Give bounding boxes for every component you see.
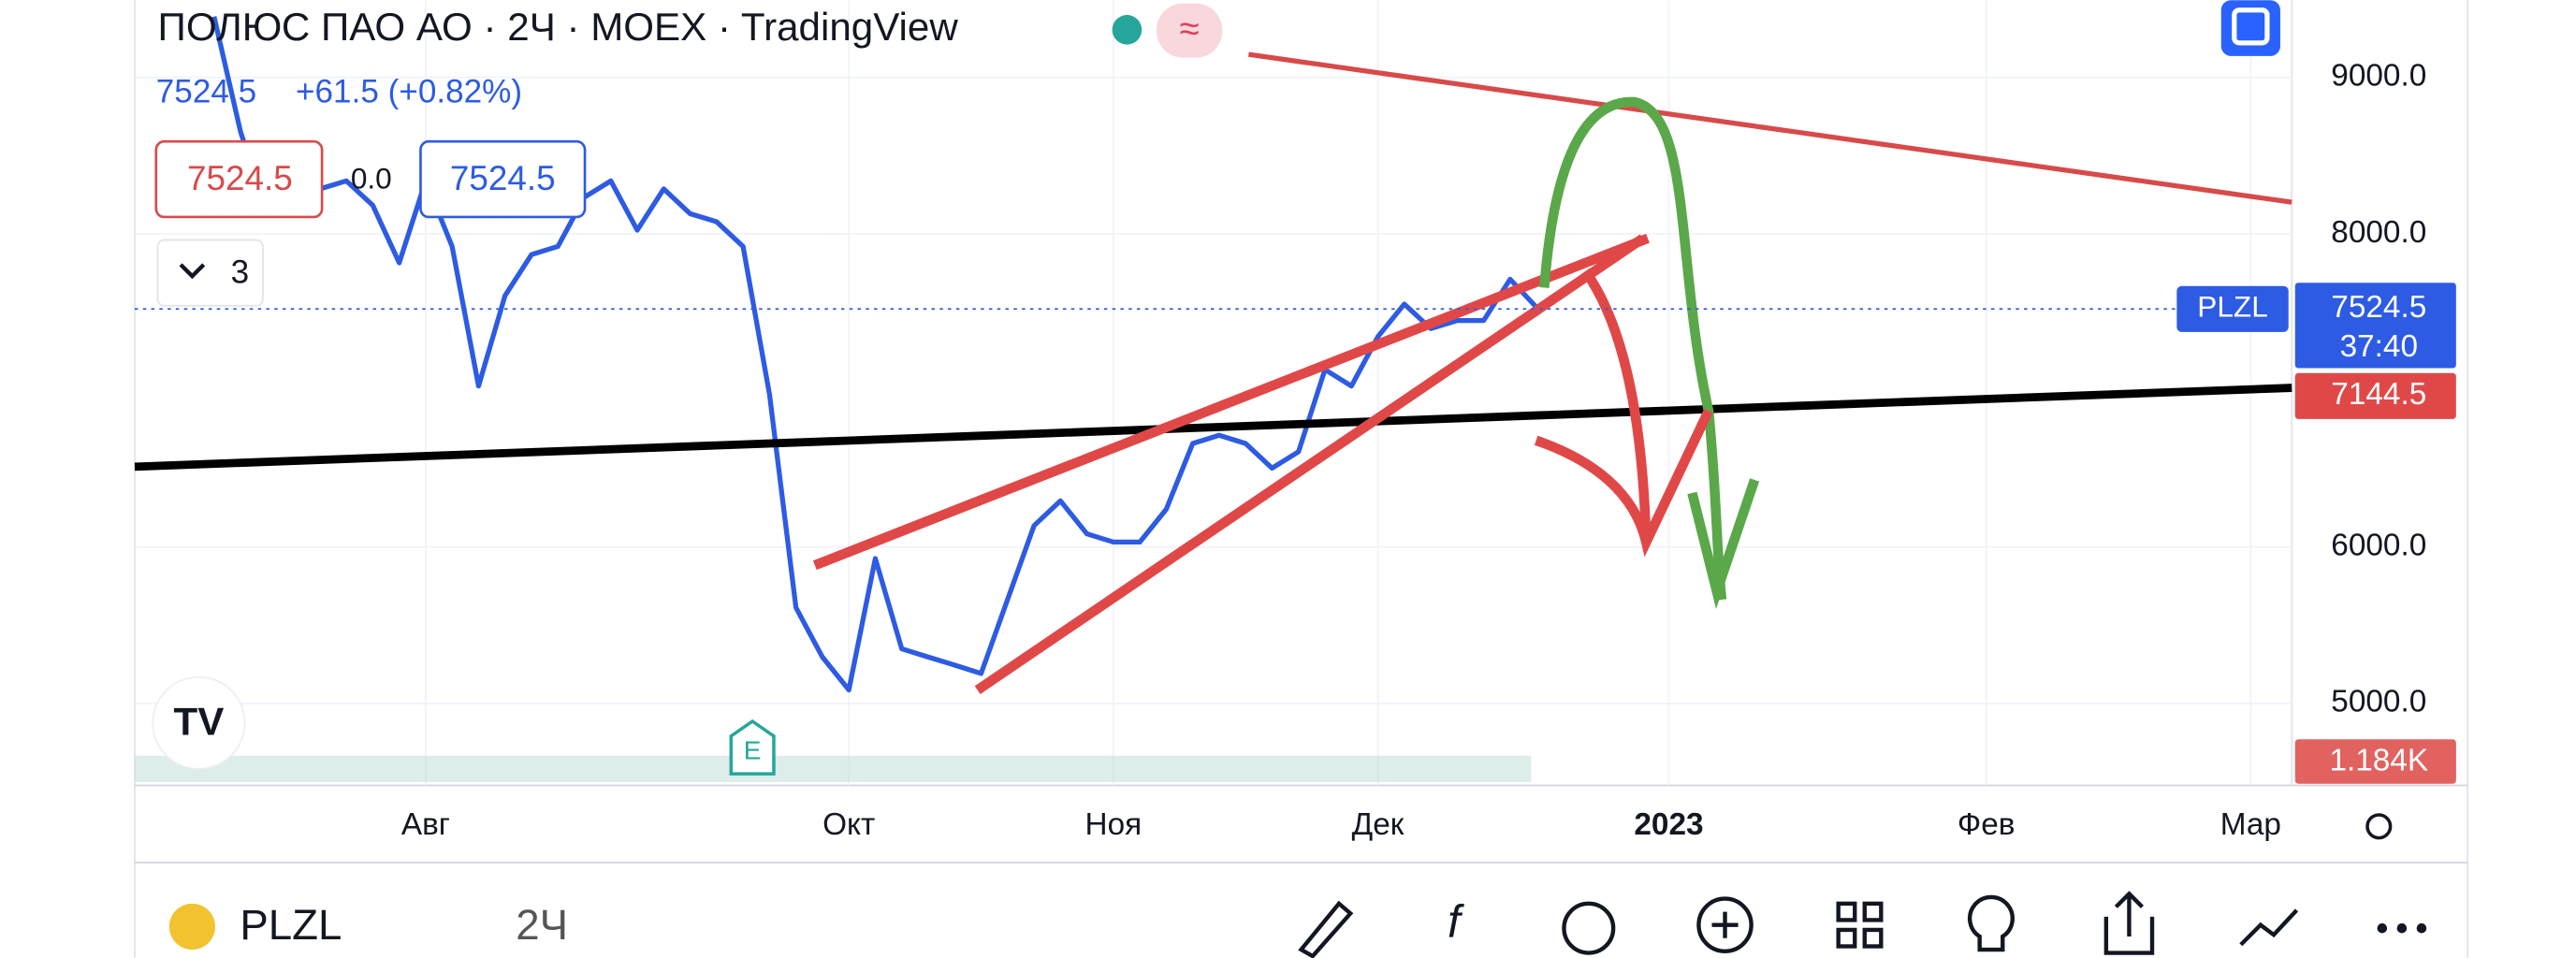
- countdown: 37:40: [2340, 329, 2418, 364]
- svg-text:TV: TV: [174, 700, 225, 744]
- settings-button[interactable]: [2365, 813, 2393, 840]
- symbol-icon: [168, 903, 216, 951]
- symbol-label: PLZL: [2197, 290, 2268, 324]
- chart-type-tool[interactable]: [2239, 908, 2299, 947]
- tv-logo[interactable]: [152, 675, 246, 770]
- x-tick-label: Ноя: [1085, 807, 1142, 842]
- x-tick-label: 2023: [1634, 807, 1703, 842]
- chart-title: ПОЛЮС ПАО АО · 2Ч · MOEX · TradingView: [158, 5, 959, 49]
- indicators-tool[interactable]: f: [1448, 896, 1464, 948]
- change: +61.5 (+0.82%): [296, 74, 522, 110]
- indicators-toggle[interactable]: [156, 239, 264, 307]
- buy-button[interactable]: [419, 139, 587, 219]
- y-tick-label: 9000.0: [2331, 58, 2426, 93]
- draw-tool[interactable]: [1298, 900, 1354, 958]
- x-tick-label: Мар: [2220, 807, 2281, 842]
- earnings-icon[interactable]: E: [744, 736, 762, 765]
- buy-price: 7524.5: [450, 159, 556, 197]
- toolbar-symbol[interactable]: PLZL: [240, 901, 342, 949]
- y-tick-label: 8000.0: [2331, 215, 2426, 250]
- share-tool[interactable]: [2103, 891, 2155, 955]
- last-price: 7524.5: [2331, 290, 2426, 325]
- svg-text:≈: ≈: [1180, 9, 1200, 50]
- alert-tool[interactable]: [1562, 901, 1616, 955]
- x-tick-label: Окт: [822, 807, 875, 842]
- y-tick-label: 5000.0: [2331, 685, 2426, 719]
- y-tick-label: 6000.0: [2331, 528, 2426, 562]
- x-tick-label: Фев: [1957, 807, 2016, 842]
- indicators-count: 3: [231, 254, 250, 291]
- volume-label: 1.184K: [2329, 744, 2428, 778]
- ideas-tool[interactable]: [1967, 894, 2015, 952]
- toolbar-interval[interactable]: 2Ч: [516, 901, 568, 949]
- sell-button[interactable]: [154, 139, 324, 219]
- price: 7524.5: [156, 74, 256, 110]
- layout-tool[interactable]: [1836, 901, 1857, 922]
- spread: 0.0: [351, 162, 392, 196]
- ma-label: 7144.5: [2331, 377, 2426, 412]
- x-tick-label: Авг: [401, 807, 450, 842]
- sell-price: 7524.5: [187, 159, 293, 197]
- add-tool[interactable]: [1696, 896, 1754, 953]
- x-tick-label: Дек: [1352, 807, 1404, 842]
